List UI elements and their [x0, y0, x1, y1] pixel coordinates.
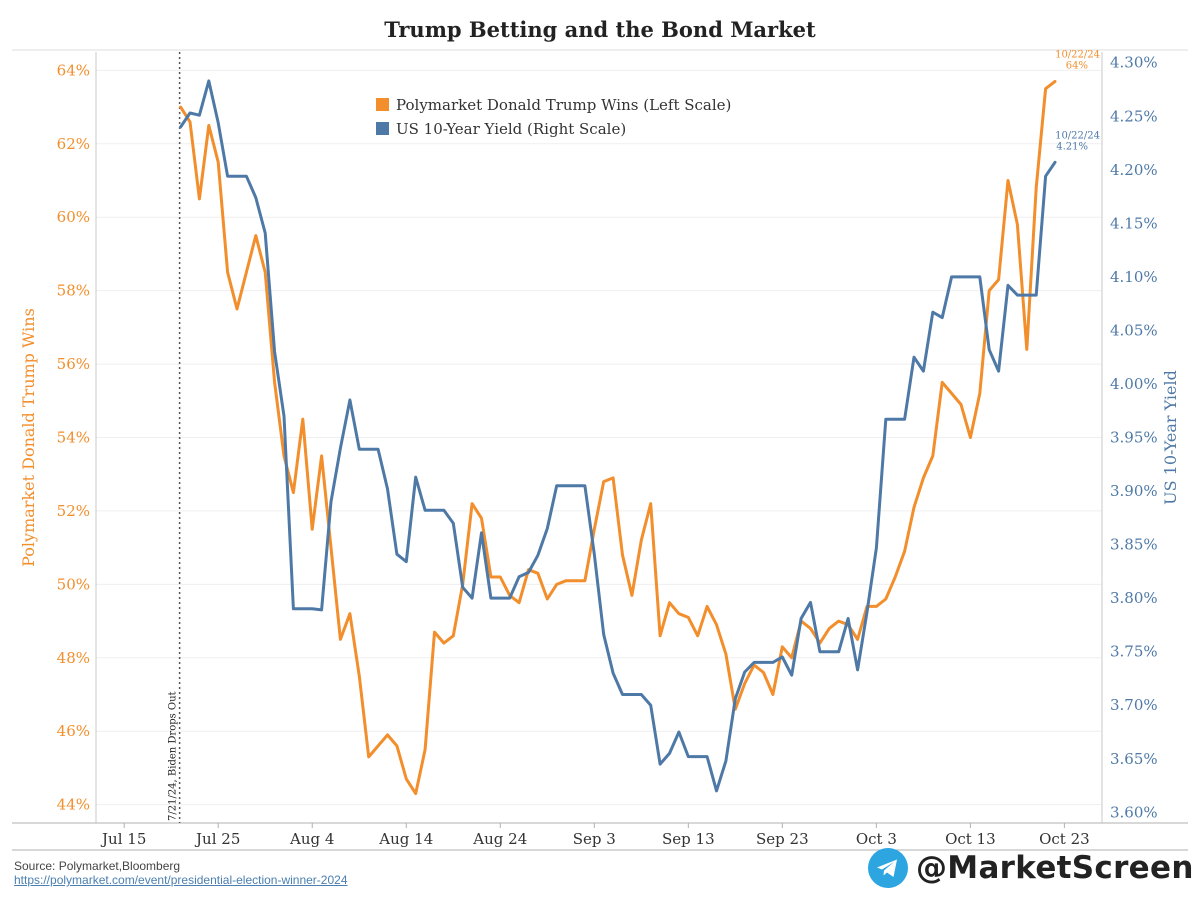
- event-marker-label: 7/21/24, Biden Drops Out: [168, 691, 179, 821]
- x-tick-label: Aug 24: [472, 830, 527, 848]
- right-tick-label: 4.25%: [1110, 107, 1158, 125]
- legend-swatch: [376, 122, 389, 135]
- x-tick-label: Sep 3: [573, 830, 616, 848]
- left-tick-label: 52%: [57, 502, 90, 520]
- end-label-date: 10/22/24: [1055, 130, 1100, 141]
- right-tick-label: 4.05%: [1110, 321, 1158, 339]
- left-tick-label: 54%: [57, 429, 90, 447]
- right-tick-label: 4.00%: [1110, 375, 1158, 393]
- series-line: [179, 79, 1057, 793]
- left-tick-label: 62%: [57, 135, 90, 153]
- left-tick-label: 56%: [57, 355, 90, 373]
- left-tick-label: 58%: [57, 282, 90, 300]
- right-tick-label: 3.75%: [1110, 643, 1158, 661]
- x-tick-label: Jul 15: [100, 830, 146, 848]
- right-tick-label: 3.65%: [1110, 750, 1158, 768]
- x-tick-label: Oct 3: [856, 830, 897, 848]
- left-tick-label: 46%: [57, 722, 90, 740]
- left-tick-label: 60%: [57, 208, 90, 226]
- source-label: Source: Polymarket,Bloomberg: [14, 859, 181, 873]
- left-tick-label: 48%: [57, 649, 90, 667]
- right-tick-label: 4.30%: [1110, 54, 1158, 72]
- legend: Polymarket Donald Trump Wins (Left Scale…: [376, 96, 731, 138]
- right-tick-label: 3.95%: [1110, 429, 1158, 447]
- right-tick-label: 4.10%: [1110, 268, 1158, 286]
- legend-label: US 10-Year Yield (Right Scale): [396, 120, 626, 138]
- x-tick-label: Oct 13: [945, 830, 996, 848]
- x-tick-label: Sep 13: [662, 830, 715, 848]
- end-label-value: 64%: [1066, 60, 1088, 71]
- left-tick-label: 64%: [57, 61, 90, 79]
- right-tick-label: 4.15%: [1110, 214, 1158, 232]
- x-tick-label: Aug 14: [378, 830, 433, 848]
- legend-label: Polymarket Donald Trump Wins (Left Scale…: [396, 96, 731, 114]
- series-lines: [179, 79, 1057, 796]
- end-label-value: 4.21%: [1056, 141, 1088, 152]
- telegram-icon: [868, 848, 908, 888]
- event-marker: 7/21/24, Biden Drops Out: [168, 52, 181, 823]
- right-tick-label: 3.85%: [1110, 536, 1158, 554]
- right-tick-label: 4.20%: [1110, 161, 1158, 179]
- gridlines: [12, 49, 1188, 806]
- legend-swatch: [376, 98, 389, 111]
- left-axis-title: Polymarket Donald Trump Wins: [19, 308, 38, 567]
- left-tick-label: 44%: [57, 796, 90, 814]
- x-tick-label: Oct 23: [1039, 830, 1090, 848]
- brand-watermark: @MarketScreen: [868, 848, 1194, 888]
- right-tick-label: 3.80%: [1110, 589, 1158, 607]
- right-axis-title: US 10-Year Yield: [1161, 370, 1180, 505]
- left-tick-label: 50%: [57, 575, 90, 593]
- end-label-date: 10/22/24: [1055, 49, 1100, 60]
- right-tick-label: 3.60%: [1110, 803, 1158, 821]
- source-note: Source: Polymarket,Bloomberg https://pol…: [14, 859, 348, 887]
- chart-title: Trump Betting and the Bond Market: [384, 17, 816, 42]
- source-link[interactable]: https://polymarket.com/event/presidentia…: [14, 873, 348, 887]
- brand-handle: @MarketScreen: [916, 850, 1194, 886]
- x-tick-label: Jul 25: [194, 830, 240, 848]
- series-line: [179, 79, 1057, 796]
- x-tick-label: Aug 4: [289, 830, 334, 848]
- right-tick-label: 3.70%: [1110, 696, 1158, 714]
- x-tick-label: Sep 23: [756, 830, 809, 848]
- axes: 44% 46% 48% 50% 52% 54% 56% 58% 60% 62% 64% 3.60% 3.…: [12, 52, 1188, 851]
- right-tick-label: 3.90%: [1110, 482, 1158, 500]
